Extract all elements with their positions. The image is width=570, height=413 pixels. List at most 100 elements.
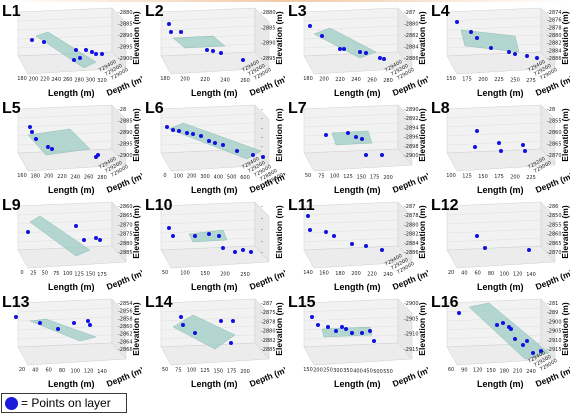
data-point xyxy=(179,315,183,319)
z-tick-label: -2900 xyxy=(547,319,562,325)
subplot-l6: 0 100 200 300 400 500 600 729400 729200 729000 728… xyxy=(143,99,285,197)
x-tick-label: 280 xyxy=(74,77,84,83)
subplot-canvas: 50 75 100 125 150 175 200 -287 -2875 -2878 -2880 -2… xyxy=(160,298,285,389)
x-tick-label: 175 xyxy=(494,174,504,180)
x-tick-label: 40 xyxy=(461,270,467,276)
data-point xyxy=(34,137,38,141)
x-tick-label: 100 xyxy=(63,271,73,277)
z-tick-label: -287 xyxy=(404,10,415,16)
floor-pane xyxy=(160,245,270,269)
x-axis-label: Length (m) xyxy=(334,88,381,98)
z-tick-label: -2882 xyxy=(404,232,419,238)
x-tick-label: 20 xyxy=(448,270,454,276)
x-tick-label: 75 xyxy=(318,173,324,179)
gridline xyxy=(17,16,113,22)
subplot-l4: 150 175 200 225 250 275 729400 729200 729000 -287… xyxy=(429,2,570,100)
subplot-l2: 180 200 220 240 260 729400 729200 729000 -2880 -2… xyxy=(143,2,285,100)
x-tick-label: 100 xyxy=(180,271,190,277)
data-point xyxy=(475,234,479,238)
data-point xyxy=(368,329,372,333)
x-tick-label: 200 xyxy=(478,77,488,83)
data-point xyxy=(521,143,525,147)
data-point xyxy=(475,36,479,40)
x-tick-label: 200 xyxy=(313,367,323,373)
z-tick-label: -2878 xyxy=(547,25,562,31)
subplot-canvas: 20 40 60 80 100 120 140 -2854 -2856-2858 -2860 -28… xyxy=(14,298,142,389)
data-point xyxy=(360,331,364,335)
z-tick-label: -2878 xyxy=(404,213,419,219)
subplot-l7: 50 75 100 125 150 175 200 -2890 -2892 -2894 -2896 -… xyxy=(286,99,428,197)
data-point xyxy=(181,323,185,327)
x-tick-label: 150 xyxy=(486,368,496,374)
panel-label: L4 xyxy=(431,3,450,20)
x-tick-label: 240 xyxy=(383,272,393,278)
z-tick-label: -2880 xyxy=(404,22,419,28)
data-point xyxy=(241,58,245,62)
x-tick-label: 140 xyxy=(526,272,536,278)
z-axis-label: Elevation (m) xyxy=(560,11,570,65)
x-tick-label: 180 xyxy=(500,368,510,374)
data-point xyxy=(525,54,529,58)
subplot-l8: 100 125 150 175 200 225 729200 729000 -28 -2855 -2… xyxy=(429,99,570,197)
x-tick-label: 220 xyxy=(367,272,377,278)
subplot-canvas: 50 75 100 125 150 175 200 -2890 -2892 -2894 -2896 -… xyxy=(303,104,428,195)
z-tick-label: -2864 xyxy=(118,339,133,345)
floor-pane xyxy=(160,342,270,366)
panel-label: L9 xyxy=(2,197,21,214)
data-point xyxy=(513,337,517,341)
data-point xyxy=(94,236,98,240)
fitted-plane xyxy=(460,29,520,53)
data-point xyxy=(56,327,60,331)
data-point xyxy=(531,351,535,355)
x-tick-label: 120 xyxy=(84,369,94,375)
z-tick-label: -2858 xyxy=(118,316,133,322)
top-accent-line xyxy=(0,0,570,2)
data-point xyxy=(82,238,86,242)
z-tick-label: -28 xyxy=(118,107,126,113)
x-tick-label: 180 xyxy=(31,173,41,179)
subplot-canvas: 140 160 180 200 220 240729400729200729000-287… xyxy=(303,201,428,292)
z-tick-label: -2882 xyxy=(261,338,276,344)
x-tick-label: 260 xyxy=(367,78,377,84)
subplot-l1: 180 200 220 240 260 280 300 320 729400 729200 7290… xyxy=(0,2,142,100)
data-point xyxy=(513,52,517,56)
x-tick-label: 280 xyxy=(383,78,393,84)
fitted-plane xyxy=(172,314,236,350)
z-axis-label: Elevation (m) xyxy=(417,11,427,65)
gridline xyxy=(303,122,399,128)
data-point xyxy=(455,20,459,24)
gridline xyxy=(303,210,399,216)
x-tick-label: 25 xyxy=(30,270,36,276)
data-point xyxy=(100,52,104,56)
gridline xyxy=(303,16,399,22)
z-tick-label: -2866 xyxy=(118,347,133,353)
z-tick-label: -287 xyxy=(261,301,272,307)
panel-label: L7 xyxy=(288,100,307,117)
subplot-canvas: 150 200 250 300 350 400 450 500 550 -2900 -2905 -29… xyxy=(303,298,428,389)
data-point xyxy=(364,244,368,248)
x-tick-label: 60 xyxy=(448,367,454,373)
gridline xyxy=(160,316,256,322)
x-tick-label: 260 xyxy=(63,77,73,83)
data-point xyxy=(231,319,235,323)
x-tick-label: 200 xyxy=(319,76,329,82)
data-point xyxy=(14,315,18,319)
z-tick-label: -289 xyxy=(547,310,558,316)
x-tick-label: 100 xyxy=(174,173,184,179)
z-tick-label: -2885 xyxy=(118,22,133,28)
data-point xyxy=(358,50,362,54)
gridline xyxy=(303,34,399,40)
data-point xyxy=(88,323,92,327)
data-point xyxy=(179,30,183,34)
z-tick-label: -2900 xyxy=(404,301,419,307)
z-axis-label: Elevation (m) xyxy=(131,205,141,259)
x-tick-label: 150 xyxy=(357,174,367,180)
depth-axis-label: Depth (m) xyxy=(391,171,428,195)
data-point xyxy=(332,234,336,238)
z-tick-label: -2874 xyxy=(547,10,562,16)
gridline xyxy=(17,307,113,313)
depth-axis-label: Depth (m) xyxy=(534,171,570,195)
subplot-l5: 160 180 200 220 240 260 280 729400 729200 729000-… xyxy=(0,99,142,197)
z-tick-label: - xyxy=(261,239,263,245)
x-tick-label: 180 xyxy=(303,76,313,82)
